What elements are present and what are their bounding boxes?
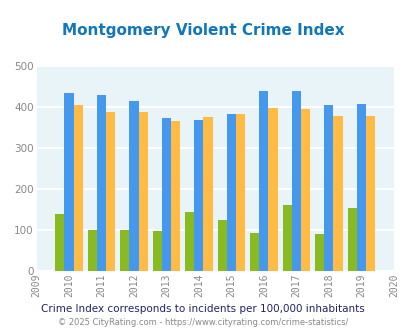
Bar: [249, 233, 259, 271]
Bar: [106, 112, 115, 271]
Bar: [356, 104, 365, 271]
Bar: [55, 214, 64, 271]
Bar: [282, 205, 291, 271]
Bar: [97, 95, 106, 271]
Bar: [152, 231, 162, 271]
Bar: [138, 112, 147, 271]
Bar: [64, 93, 73, 271]
Bar: [120, 230, 129, 271]
Text: Montgomery Violent Crime Index: Montgomery Violent Crime Index: [62, 23, 343, 38]
Bar: [226, 114, 235, 271]
Bar: [365, 115, 374, 271]
Bar: [300, 109, 309, 271]
Bar: [259, 91, 268, 271]
Text: © 2025 CityRating.com - https://www.cityrating.com/crime-statistics/: © 2025 CityRating.com - https://www.city…: [58, 318, 347, 327]
Bar: [129, 101, 138, 271]
Bar: [203, 117, 212, 271]
Bar: [347, 209, 356, 271]
Bar: [194, 119, 203, 271]
Bar: [87, 230, 97, 271]
Bar: [171, 121, 180, 271]
Bar: [324, 105, 333, 271]
Bar: [291, 91, 300, 271]
Bar: [73, 105, 83, 271]
Bar: [333, 115, 342, 271]
Bar: [314, 234, 324, 271]
Bar: [185, 212, 194, 271]
Text: Crime Index corresponds to incidents per 100,000 inhabitants: Crime Index corresponds to incidents per…: [41, 304, 364, 314]
Bar: [217, 220, 226, 271]
Bar: [162, 118, 171, 271]
Bar: [235, 114, 245, 271]
Bar: [268, 108, 277, 271]
